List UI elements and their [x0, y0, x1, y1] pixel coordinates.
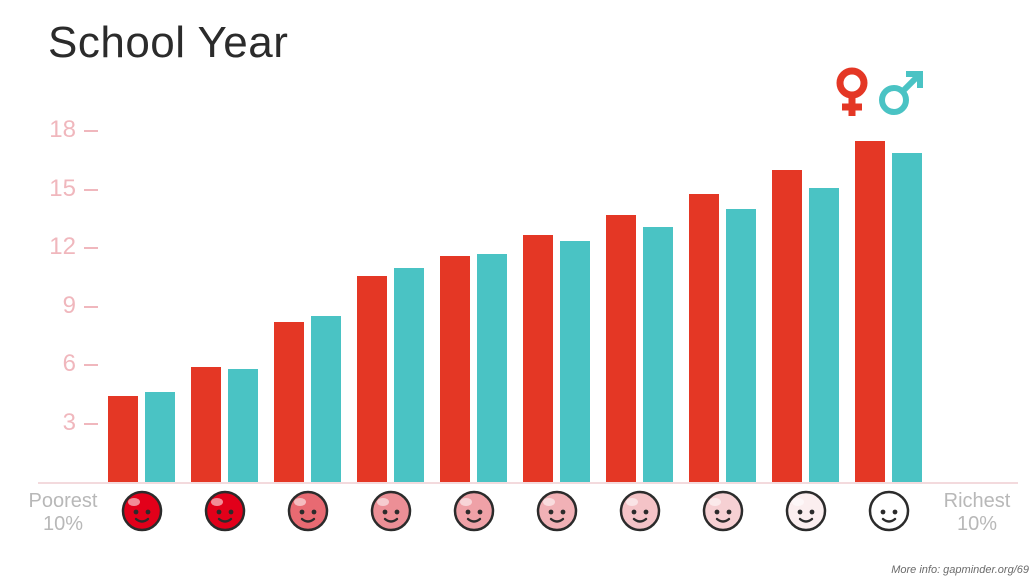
bar-female	[855, 141, 885, 482]
bar-male	[643, 227, 673, 482]
decile-face-icon	[370, 490, 412, 532]
bar-female	[274, 322, 304, 482]
decile-face-icon	[868, 490, 910, 532]
decile-face-icon	[536, 490, 578, 532]
chart-stage: { "title": "School Year", "title_fontsiz…	[0, 0, 1035, 580]
bar-female	[191, 367, 221, 482]
bar-female	[772, 170, 802, 482]
bar-female	[689, 194, 719, 482]
bar-male	[145, 392, 175, 482]
decile-face-icon	[619, 490, 661, 532]
bar-male	[311, 316, 341, 482]
bar-male	[892, 153, 922, 482]
credit-text: More info: gapminder.org/69	[891, 564, 1029, 576]
decile-face-icon	[204, 490, 246, 532]
bar-female	[108, 396, 138, 482]
bar-female	[523, 235, 553, 482]
decile-face-icon	[453, 490, 495, 532]
bar-female	[440, 256, 470, 482]
x-label-richest: Richest10%	[932, 490, 1022, 536]
decile-face-icon	[121, 490, 163, 532]
bar-male	[726, 209, 756, 482]
decile-face-icon	[287, 490, 329, 532]
bar-female	[606, 215, 636, 482]
bar-male	[809, 188, 839, 482]
bar-female	[357, 276, 387, 482]
decile-face-icon	[702, 490, 744, 532]
bar-male	[394, 268, 424, 482]
x-label-poorest: Poorest10%	[18, 490, 108, 536]
decile-face-icon	[785, 490, 827, 532]
bar-male	[560, 241, 590, 482]
bar-male	[228, 369, 258, 482]
bar-male	[477, 254, 507, 482]
